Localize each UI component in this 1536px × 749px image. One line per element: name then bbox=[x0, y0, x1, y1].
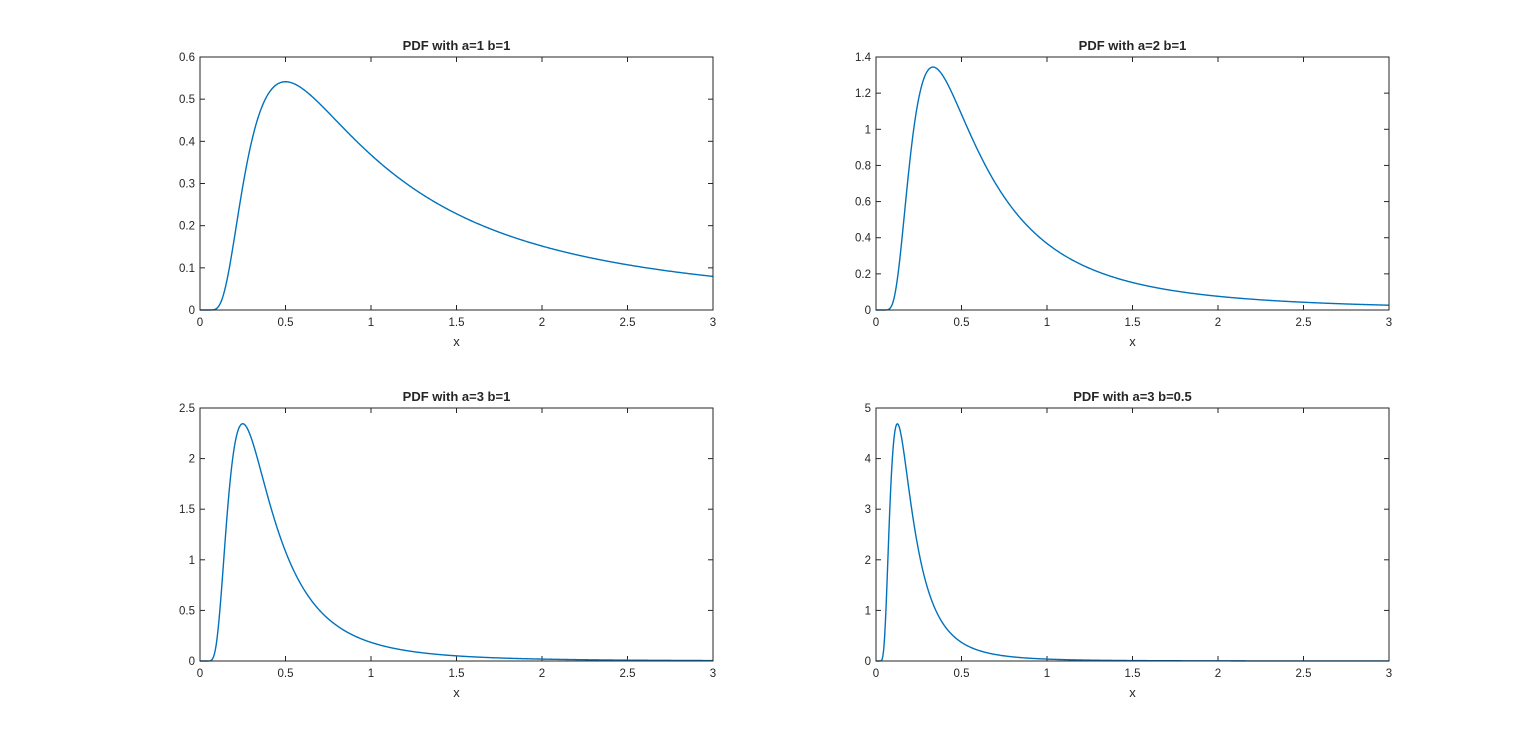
x-tick-label: 0.5 bbox=[954, 668, 970, 680]
axes-frame bbox=[875, 407, 1390, 662]
y-tick-label: 1.5 bbox=[179, 504, 195, 516]
y-tick-label: 0 bbox=[189, 656, 195, 668]
x-tick-label: 0.5 bbox=[278, 668, 294, 680]
y-tick-label: 0.2 bbox=[855, 269, 871, 281]
pdf-curve bbox=[876, 66, 1390, 311]
x-axis-label: x bbox=[1129, 334, 1136, 349]
x-axis-label: x bbox=[1129, 685, 1136, 700]
y-tick-label: 0.8 bbox=[855, 160, 871, 172]
x-tick-label: 0.5 bbox=[954, 317, 970, 329]
y-tick-label: 2.5 bbox=[179, 403, 195, 415]
x-tick-label: 0 bbox=[197, 317, 203, 329]
y-tick-label: 5 bbox=[865, 403, 871, 415]
x-tick-label: 0 bbox=[873, 668, 879, 680]
y-tick-label: 1 bbox=[189, 555, 195, 567]
y-tick-label: 0.4 bbox=[855, 233, 872, 245]
y-tick-label: 3 bbox=[865, 504, 871, 516]
axes-frame bbox=[199, 407, 714, 662]
pdf-curve bbox=[200, 81, 714, 311]
y-tick-label: 2 bbox=[865, 555, 871, 567]
y-tick-label: 0.6 bbox=[179, 52, 195, 64]
subplot-a1-b1: PDF with a=1 b=1 0 0.5 1 1.5 2 2.5 3 0 0.1 0.2 0.3… bbox=[179, 38, 716, 349]
subplot-a2-b1: PDF with a=2 b=1 0 0.5 1 1.5 2 2.5 3 0 0.2 0.4 0.6… bbox=[855, 38, 1392, 349]
tick-group: 0 0.5 1 1.5 2 2.5 3 0 0.1 0.2 0.3 0.4 0.5 0.6 bbox=[179, 52, 716, 329]
x-tick-label: 2 bbox=[1215, 317, 1221, 329]
y-tick-label: 1.2 bbox=[855, 88, 871, 100]
x-tick-label: 2 bbox=[539, 668, 545, 680]
subplot-title: PDF with a=2 b=1 bbox=[1079, 38, 1187, 53]
subplot-a3-b1: PDF with a=3 b=1 0 0.5 1 1.5 2 2.5 3 0 0.5 1 1.5 2 2… bbox=[179, 389, 716, 700]
x-tick-label: 2 bbox=[1215, 668, 1221, 680]
y-tick-label: 0.5 bbox=[179, 94, 195, 106]
x-tick-label: 1.5 bbox=[1125, 668, 1141, 680]
x-tick-label: 2.5 bbox=[620, 317, 636, 329]
pdf-curve bbox=[200, 423, 713, 662]
subplot-title: PDF with a=3 b=0.5 bbox=[1073, 389, 1192, 404]
x-tick-label: 1.5 bbox=[449, 317, 465, 329]
x-tick-label: 3 bbox=[1386, 668, 1392, 680]
y-tick-label: 0.1 bbox=[179, 263, 195, 275]
y-tick-label: 1 bbox=[865, 605, 871, 617]
y-tick-label: 0 bbox=[189, 305, 195, 317]
y-tick-label: 0.6 bbox=[855, 197, 871, 209]
y-tick-label: 0 bbox=[865, 305, 871, 317]
tick-group: 0 0.5 1 1.5 2 2.5 3 0 1 2 3 4 5 bbox=[865, 403, 1393, 680]
y-tick-label: 1.4 bbox=[855, 52, 872, 64]
x-tick-label: 2.5 bbox=[620, 668, 636, 680]
tick-group: 0 0.5 1 1.5 2 2.5 3 0 0.5 1 1.5 2 2.5 bbox=[179, 403, 716, 680]
pdf-curve bbox=[876, 422, 1389, 662]
x-tick-label: 1.5 bbox=[1125, 317, 1141, 329]
y-tick-label: 1 bbox=[865, 124, 871, 136]
x-tick-label: 3 bbox=[710, 317, 716, 329]
x-tick-label: 0.5 bbox=[278, 317, 294, 329]
x-tick-label: 3 bbox=[710, 668, 716, 680]
subplot-title: PDF with a=1 b=1 bbox=[403, 38, 511, 53]
y-tick-label: 0.2 bbox=[179, 221, 195, 233]
y-tick-label: 0.5 bbox=[179, 605, 195, 617]
axes-frame bbox=[199, 56, 714, 311]
x-axis-label: x bbox=[453, 334, 460, 349]
x-tick-label: 1 bbox=[368, 317, 374, 329]
x-tick-label: 1 bbox=[368, 668, 374, 680]
subplot-title: PDF with a=3 b=1 bbox=[403, 389, 511, 404]
x-tick-label: 2.5 bbox=[1296, 668, 1312, 680]
x-tick-label: 3 bbox=[1386, 317, 1392, 329]
y-tick-label: 4 bbox=[865, 454, 872, 466]
y-tick-label: 0.3 bbox=[179, 179, 195, 191]
x-tick-label: 0 bbox=[197, 668, 203, 680]
tick-group: 0 0.5 1 1.5 2 2.5 3 0 0.2 0.4 0.6 0.8 1 1.2 1.4 bbox=[855, 52, 1392, 329]
x-tick-label: 2.5 bbox=[1296, 317, 1312, 329]
subplot-a3-b0.5: PDF with a=3 b=0.5 0 0.5 1 1.5 2 2.5 3 0 1 2 3 4 5 x bbox=[865, 389, 1393, 700]
y-tick-label: 0.4 bbox=[179, 136, 196, 148]
x-tick-label: 1 bbox=[1044, 668, 1050, 680]
x-tick-label: 2 bbox=[539, 317, 545, 329]
axes-frame bbox=[875, 56, 1390, 311]
x-tick-label: 1 bbox=[1044, 317, 1050, 329]
x-tick-label: 1.5 bbox=[449, 668, 465, 680]
x-axis-label: x bbox=[453, 685, 460, 700]
y-tick-label: 2 bbox=[189, 454, 195, 466]
x-tick-label: 0 bbox=[873, 317, 879, 329]
y-tick-label: 0 bbox=[865, 656, 871, 668]
